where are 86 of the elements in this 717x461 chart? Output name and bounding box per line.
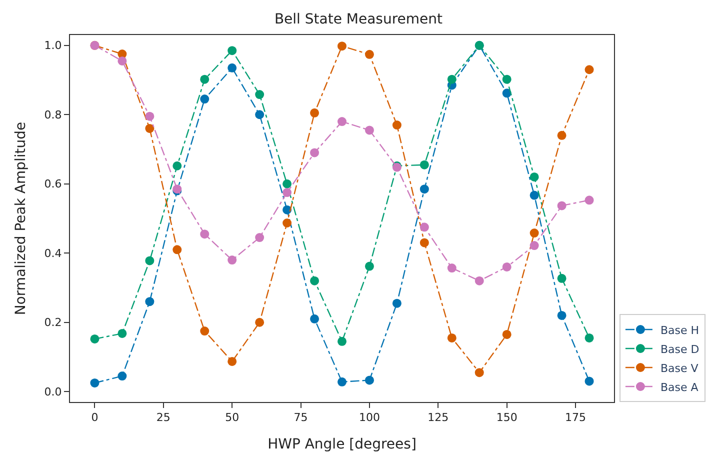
- point: [145, 124, 154, 133]
- point: [200, 230, 210, 239]
- point: [530, 172, 539, 182]
- y-tick-label: 1.0: [44, 39, 62, 52]
- point: [282, 179, 292, 188]
- point: [447, 74, 456, 84]
- point: [228, 63, 237, 72]
- point: [200, 94, 210, 104]
- point: [255, 318, 264, 327]
- x-tick-label: 100: [358, 411, 380, 424]
- point: [310, 314, 320, 324]
- x-tick-label: 175: [565, 411, 586, 424]
- legend-label: Base V: [660, 362, 699, 375]
- legend-label: Base D: [660, 342, 700, 356]
- point: [557, 201, 566, 210]
- point: [474, 276, 484, 286]
- point: [172, 245, 182, 254]
- point: [172, 161, 182, 170]
- point: [200, 74, 210, 84]
- x-tick-label: 0: [91, 411, 98, 424]
- point: [255, 110, 264, 120]
- point: [584, 376, 594, 386]
- point: [145, 112, 154, 121]
- point: [255, 233, 264, 242]
- point: [118, 328, 127, 338]
- y-tick-label: 0.0: [44, 385, 62, 398]
- point: [282, 205, 292, 214]
- point: [364, 376, 374, 385]
- point: [447, 333, 456, 342]
- point: [392, 120, 402, 130]
- point: [530, 241, 539, 250]
- point: [584, 196, 594, 205]
- point: [145, 256, 154, 266]
- point: [338, 336, 346, 346]
- point: [310, 148, 320, 158]
- point: [502, 262, 512, 272]
- point: [584, 65, 594, 74]
- legend-label: Base A: [660, 380, 699, 394]
- point: [145, 297, 154, 306]
- point: [530, 228, 539, 238]
- point: [282, 218, 292, 228]
- point: [447, 264, 456, 273]
- point: [392, 298, 402, 308]
- point: [90, 334, 100, 344]
- point: [282, 188, 292, 198]
- point: [584, 333, 594, 342]
- x-tick-label: 125: [428, 411, 449, 424]
- point: [502, 330, 512, 339]
- point: [502, 74, 512, 84]
- point: [338, 377, 346, 386]
- y-tick-label: 0.6: [44, 178, 62, 191]
- point: [420, 160, 429, 170]
- legend-label: Base H: [660, 324, 700, 337]
- point: [90, 378, 100, 388]
- point: [310, 108, 320, 118]
- point: [557, 310, 566, 320]
- point: [118, 372, 127, 381]
- point: [310, 276, 320, 286]
- point: [338, 117, 346, 126]
- point: [118, 56, 127, 66]
- point: [200, 326, 210, 336]
- point: [228, 256, 237, 265]
- point: [228, 356, 237, 366]
- x-tick-label: 50: [225, 411, 240, 424]
- point: [557, 274, 566, 283]
- y-tick-label: 0.4: [44, 246, 62, 260]
- y-tick-label: 0.2: [44, 316, 62, 330]
- point: [364, 262, 374, 271]
- point: [255, 90, 264, 100]
- x-tick-label: 25: [156, 411, 170, 424]
- y-tick-label: 0.8: [44, 108, 62, 122]
- point: [557, 130, 566, 140]
- point: [420, 238, 429, 248]
- point: [228, 46, 237, 56]
- x-axis-title: HWP Angle [degrees]: [268, 436, 416, 452]
- point: [364, 50, 374, 59]
- x-tick-label: 150: [496, 411, 518, 424]
- point: [474, 368, 484, 378]
- point: [420, 184, 429, 194]
- point: [338, 42, 346, 51]
- point: [420, 222, 429, 232]
- point: [530, 190, 539, 200]
- x-tick-label: 75: [294, 411, 308, 424]
- chart-title: Bell State Measurement: [274, 12, 444, 28]
- point: [364, 126, 374, 135]
- y-axis-title: Normalized Peak Amplitude: [12, 122, 29, 316]
